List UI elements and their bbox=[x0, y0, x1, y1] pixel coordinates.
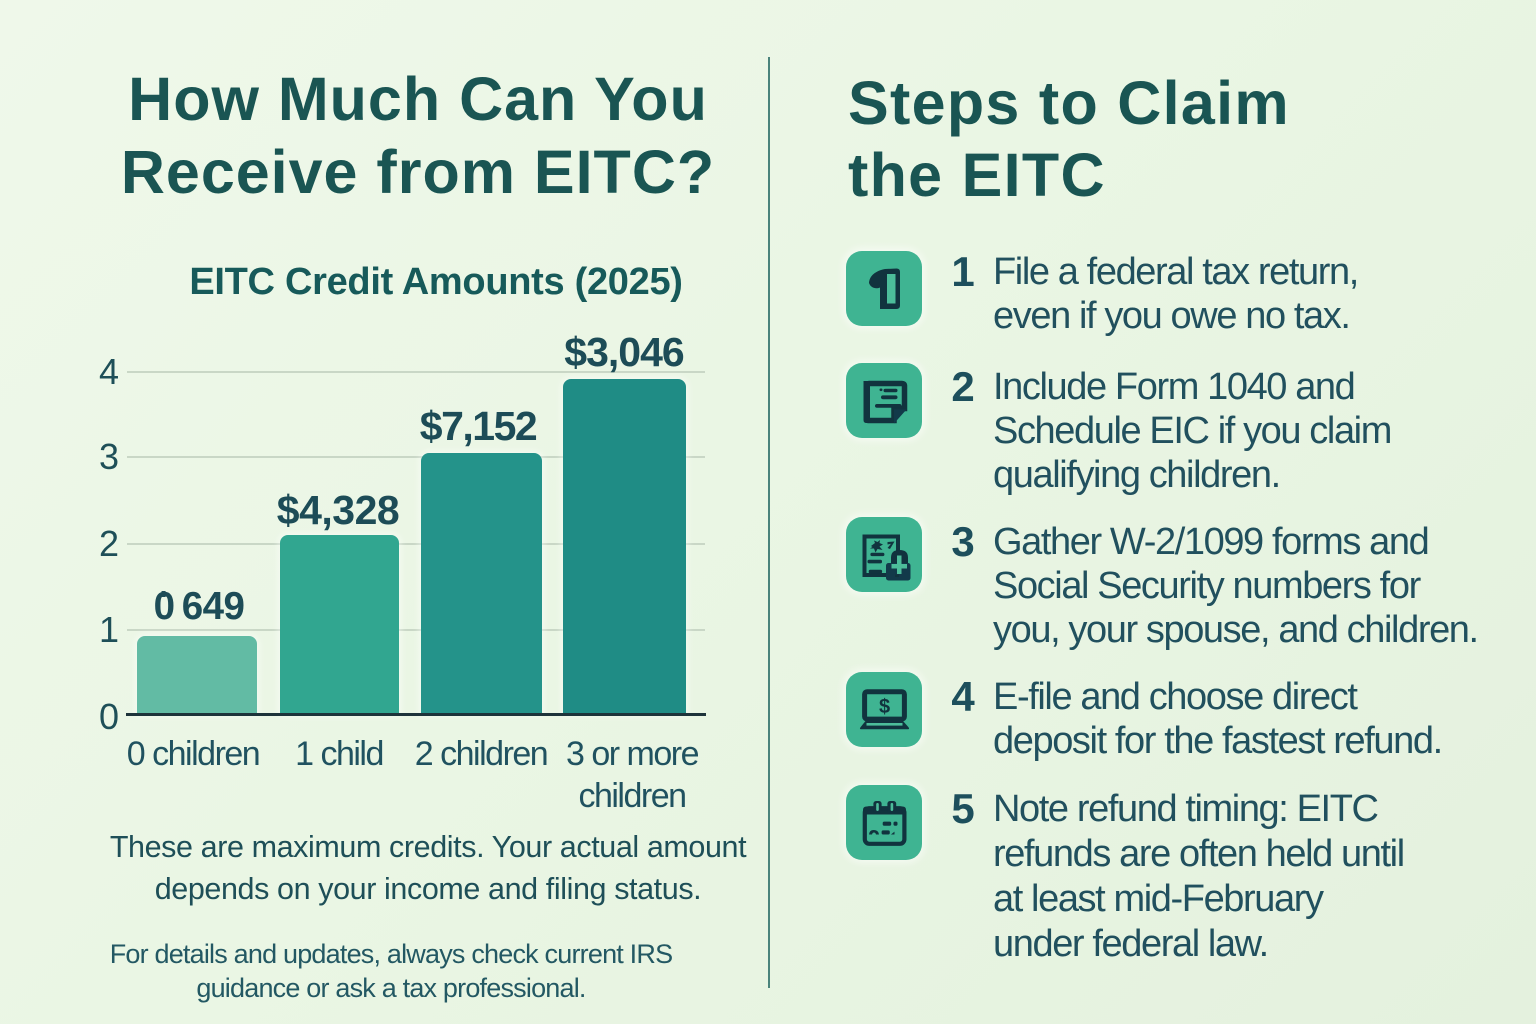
svg-text:$: $ bbox=[879, 696, 890, 718]
